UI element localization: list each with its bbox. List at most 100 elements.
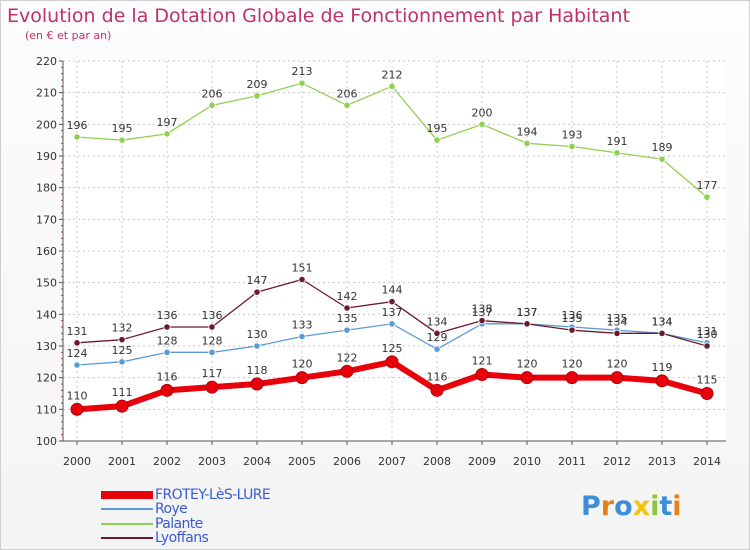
data-point-1 bbox=[388, 320, 396, 328]
data-label-3: 134 bbox=[652, 315, 673, 328]
legend-swatch-palante bbox=[101, 523, 153, 525]
data-label-3: 135 bbox=[562, 312, 583, 325]
data-label-0: 110 bbox=[67, 389, 88, 402]
data-label-3: 138 bbox=[472, 303, 493, 316]
legend-label-roye: Roye bbox=[155, 501, 188, 517]
y-tick-label: 130 bbox=[36, 340, 57, 353]
legend-item-palante: Palante bbox=[101, 516, 203, 532]
data-label-1: 125 bbox=[112, 344, 133, 357]
data-point-2 bbox=[73, 133, 81, 141]
proxiti-logo: Proxiti bbox=[581, 491, 682, 522]
data-label-0: 118 bbox=[247, 364, 268, 377]
data-point-3 bbox=[478, 317, 486, 325]
x-tick-label: 2007 bbox=[378, 455, 406, 468]
data-point-0 bbox=[610, 371, 624, 385]
x-tick-label: 2001 bbox=[108, 455, 136, 468]
y-tick-label: 180 bbox=[36, 182, 57, 195]
data-label-1: 130 bbox=[247, 328, 268, 341]
y-tick-label: 140 bbox=[36, 308, 57, 321]
data-label-0: 116 bbox=[157, 370, 178, 383]
data-point-2 bbox=[343, 101, 351, 109]
x-tick-label: 2000 bbox=[63, 455, 91, 468]
data-point-2 bbox=[388, 82, 396, 90]
y-tick-label: 210 bbox=[36, 87, 57, 100]
data-label-2: 195 bbox=[112, 122, 133, 135]
data-label-1: 135 bbox=[607, 312, 628, 325]
data-point-0 bbox=[70, 402, 84, 416]
data-label-0: 120 bbox=[562, 358, 583, 371]
data-label-2: 206 bbox=[202, 87, 223, 100]
data-label-2: 209 bbox=[247, 78, 268, 91]
legend-label-frotey: FROTEY-LèS-LURE bbox=[155, 487, 271, 503]
y-tick-label: 100 bbox=[36, 435, 57, 448]
x-tick-label: 2008 bbox=[423, 455, 451, 468]
data-label-1: 134 bbox=[652, 315, 673, 328]
y-tick-label: 190 bbox=[36, 150, 57, 163]
data-point-3 bbox=[433, 329, 441, 337]
data-label-2: 213 bbox=[292, 65, 313, 78]
legend-swatch-lyoffans bbox=[101, 537, 153, 539]
data-point-3 bbox=[658, 329, 666, 337]
data-point-3 bbox=[703, 342, 711, 350]
data-point-2 bbox=[118, 136, 126, 144]
logo-letter: r bbox=[600, 491, 615, 522]
data-point-0 bbox=[250, 377, 264, 391]
data-point-3 bbox=[613, 329, 621, 337]
data-point-0 bbox=[340, 364, 354, 378]
data-label-3: 151 bbox=[292, 262, 313, 275]
data-point-0 bbox=[160, 383, 174, 397]
chart-title: Evolution de la Dotation Globale de Fonc… bbox=[7, 5, 630, 27]
y-tick-label: 110 bbox=[36, 403, 57, 416]
data-label-0: 111 bbox=[112, 386, 133, 399]
data-point-2 bbox=[433, 136, 441, 144]
data-point-0 bbox=[295, 371, 309, 385]
legend-swatch-frotey bbox=[101, 491, 153, 499]
data-label-3: 134 bbox=[427, 315, 448, 328]
data-label-3: 130 bbox=[697, 328, 718, 341]
data-label-1: 137 bbox=[382, 306, 403, 319]
data-point-2 bbox=[613, 149, 621, 157]
data-point-3 bbox=[118, 336, 126, 344]
data-point-0 bbox=[475, 368, 489, 381]
x-tick-label: 2005 bbox=[288, 455, 316, 468]
data-point-1 bbox=[208, 348, 216, 356]
data-point-3 bbox=[208, 323, 216, 331]
data-label-0: 120 bbox=[607, 358, 628, 371]
data-point-2 bbox=[658, 155, 666, 163]
logo-letter: o bbox=[614, 491, 633, 522]
data-label-0: 116 bbox=[427, 370, 448, 383]
data-point-0 bbox=[700, 387, 714, 400]
x-tick-label: 2013 bbox=[648, 455, 676, 468]
data-label-3: 147 bbox=[247, 274, 268, 287]
data-label-3: 134 bbox=[607, 315, 628, 328]
data-point-3 bbox=[523, 320, 531, 328]
logo-letter: t bbox=[659, 491, 673, 522]
data-point-3 bbox=[568, 326, 576, 334]
data-point-1 bbox=[118, 358, 126, 366]
data-point-3 bbox=[343, 304, 351, 312]
y-tick-label: 150 bbox=[36, 277, 57, 290]
data-label-2: 189 bbox=[652, 141, 673, 154]
data-point-2 bbox=[163, 130, 171, 138]
data-point-2 bbox=[208, 101, 216, 109]
data-label-1: 131 bbox=[697, 325, 718, 338]
data-label-3: 131 bbox=[67, 325, 88, 338]
chart-subtitle: (en € et par an) bbox=[25, 29, 112, 42]
x-tick-label: 2012 bbox=[603, 455, 631, 468]
data-point-0 bbox=[385, 355, 399, 369]
legend-item-roye: Roye bbox=[101, 501, 188, 517]
data-label-2: 194 bbox=[517, 125, 538, 138]
data-point-1 bbox=[73, 361, 81, 369]
x-tick-label: 2014 bbox=[693, 455, 721, 468]
data-point-2 bbox=[478, 120, 486, 128]
data-point-1 bbox=[433, 345, 441, 353]
data-label-1: 124 bbox=[67, 347, 88, 360]
data-point-1 bbox=[163, 348, 171, 356]
data-label-2: 191 bbox=[607, 135, 628, 148]
data-label-0: 122 bbox=[337, 351, 358, 364]
data-point-3 bbox=[253, 288, 261, 296]
data-label-2: 200 bbox=[472, 106, 493, 119]
data-label-3: 142 bbox=[337, 290, 358, 303]
